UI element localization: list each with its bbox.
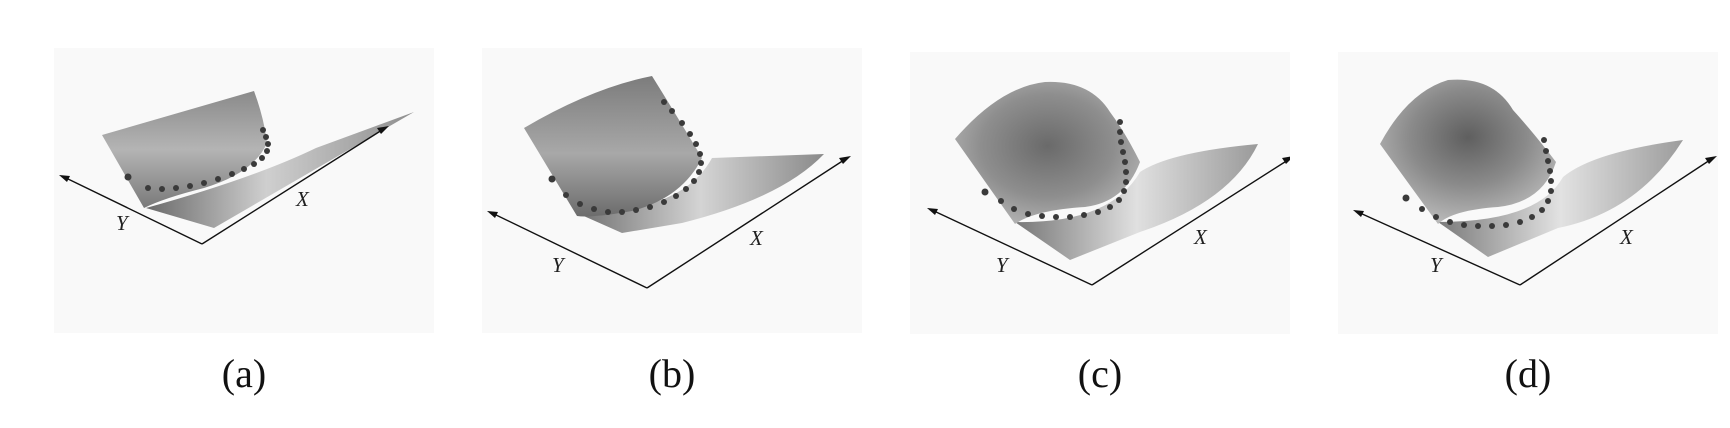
surface-plot-c: X Y: [910, 52, 1290, 334]
caption-c: (c): [1077, 351, 1123, 396]
axes: [927, 156, 1290, 286]
y-axis-label: Y: [552, 253, 566, 277]
caption-a: (a): [221, 351, 267, 396]
curve-points: [124, 127, 271, 192]
surface-wall: [1380, 79, 1556, 224]
x-axis-label: X: [1619, 225, 1634, 249]
surface-floor: [1438, 140, 1683, 257]
surface-floor: [577, 154, 824, 233]
x-axis-label: X: [1193, 225, 1208, 249]
y-axis-label: Y: [1430, 253, 1444, 277]
caption-b: (b): [648, 351, 696, 396]
curve-points: [981, 119, 1129, 220]
axes: [59, 126, 389, 245]
surface-plot-a: X Y: [54, 48, 434, 333]
surface-plot-d: X Y: [1338, 52, 1718, 334]
surface-floor: [146, 112, 414, 228]
x-axis-label: X: [295, 187, 310, 211]
panel-d: X Y: [1338, 52, 1718, 334]
curve-points: [1402, 137, 1554, 229]
axes: [487, 156, 851, 289]
surface-plot-b: X Y: [482, 48, 862, 333]
surface-wall: [524, 76, 702, 217]
y-axis-label: Y: [116, 211, 130, 235]
axes: [1353, 156, 1717, 286]
surface-wall: [955, 81, 1140, 224]
caption-d: (d): [1504, 351, 1552, 396]
x-axis-label: X: [749, 226, 764, 250]
panel-a: X Y: [54, 48, 434, 333]
surface-floor: [1015, 144, 1258, 260]
curve-points: [548, 99, 704, 215]
panel-b: X Y: [482, 48, 862, 333]
y-axis-label: Y: [996, 253, 1010, 277]
panel-c: X Y: [910, 52, 1290, 334]
surface-wall: [102, 91, 267, 208]
